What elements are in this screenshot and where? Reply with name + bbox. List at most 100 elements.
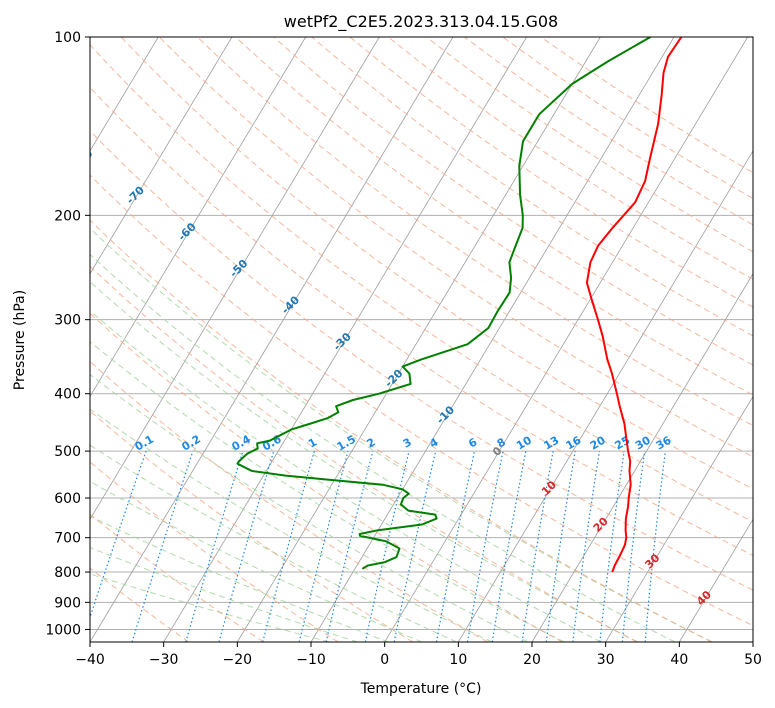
dry-adiabat-line xyxy=(387,37,753,280)
dry-adiabats xyxy=(90,37,753,642)
moist-adiabat-line xyxy=(90,253,676,642)
y-tick-label: 700 xyxy=(54,531,81,547)
isotherm-line xyxy=(90,37,159,152)
y-tick-label: 100 xyxy=(54,30,81,46)
mixing-ratio-label: 0.2 xyxy=(179,433,202,454)
moist-adiabat-line xyxy=(90,480,423,642)
mixing-ratio-line xyxy=(364,450,410,642)
temperature-profile-line xyxy=(585,37,683,573)
moist-adiabat-line xyxy=(90,515,389,642)
dewpoint-profile-line xyxy=(236,37,651,570)
x-tick-label: 10 xyxy=(449,652,467,668)
dry-adiabat-line xyxy=(426,37,753,253)
dry-adiabat-line xyxy=(90,461,339,642)
y-axis-ticks: 1000 900 800 700 600 500 400 300 200 100 xyxy=(45,30,90,638)
dry-adiabat-line xyxy=(197,37,753,427)
dry-adiabat-line xyxy=(90,265,638,642)
mixing-ratio-line xyxy=(262,450,315,642)
dry-adiabat-line xyxy=(158,37,753,458)
moist-adiabat-line xyxy=(90,341,565,642)
mixing-ratio-line xyxy=(325,450,374,642)
isotherm-line xyxy=(163,37,528,642)
mixing-ratio-line xyxy=(393,450,437,642)
mixing-ratio-label: 16 xyxy=(564,433,584,452)
plot-frame xyxy=(89,36,754,643)
mixing-ratio-label: 25 xyxy=(613,434,633,453)
isotherm-label: 10 xyxy=(539,478,559,498)
isotherm-label: -30 xyxy=(331,330,354,353)
x-tick-label: −20 xyxy=(223,652,253,668)
moist-adiabats xyxy=(90,227,713,642)
isotherm-line xyxy=(384,37,749,642)
moist-adiabat-line xyxy=(90,373,529,642)
mixing-ratio-label: 3 xyxy=(401,436,414,451)
isotherm-label: -80 xyxy=(72,147,95,170)
dry-adiabat-line xyxy=(311,37,753,337)
moist-adiabat-line xyxy=(90,310,602,642)
mixing-ratio-label: 0.1 xyxy=(133,433,156,454)
mixing-ratio-label: 2 xyxy=(365,436,378,451)
mixing-ratio-label: 20 xyxy=(588,433,608,452)
isotherm-line xyxy=(90,37,233,275)
mixing-ratio-line xyxy=(572,451,601,642)
x-tick-label: −30 xyxy=(149,652,179,668)
dry-adiabat-line xyxy=(90,360,488,642)
mixing-ratio-lines xyxy=(90,450,666,642)
isotherm-line xyxy=(90,37,307,398)
mixing-ratio-label: 30 xyxy=(633,433,653,452)
x-axis-label: Temperature (°C) xyxy=(360,681,482,697)
y-tick-label: 500 xyxy=(54,444,81,460)
y-tick-label: 200 xyxy=(54,208,81,224)
mixing-ratio-line xyxy=(599,451,625,642)
isotherm-label: 30 xyxy=(642,551,662,571)
dry-adiabat-line xyxy=(90,43,753,523)
isotherm-line xyxy=(752,641,753,642)
mixing-ratio-line xyxy=(298,450,349,642)
isotherm-line xyxy=(678,518,753,642)
isotherm-line xyxy=(90,37,454,642)
isotherm-line xyxy=(605,395,753,642)
isotherm-line xyxy=(531,272,753,642)
y-tick-label: 800 xyxy=(54,565,81,581)
plot-area: 0.10.20.40.611.52346810131620253036-100-… xyxy=(0,37,753,642)
isotherm-label: -40 xyxy=(279,293,302,316)
y-tick-label: 400 xyxy=(54,387,81,403)
mixing-ratio-line xyxy=(131,450,194,642)
isotherm-line xyxy=(310,37,675,642)
y-tick-label: 1000 xyxy=(45,622,81,638)
mixing-ratio-label: 10 xyxy=(514,433,534,452)
y-tick-label: 900 xyxy=(54,595,81,611)
moist-adiabat-line xyxy=(90,547,358,642)
dry-adiabat-line xyxy=(120,37,753,490)
moist-adiabat-line xyxy=(90,408,493,642)
y-tick-label: 600 xyxy=(54,491,81,507)
isotherm-line xyxy=(90,37,380,520)
x-tick-label: 50 xyxy=(744,652,762,668)
isotherm-label: -60 xyxy=(176,220,199,243)
isotherm-label: -10 xyxy=(434,403,457,426)
moist-adiabat-line xyxy=(90,227,713,642)
dry-adiabat-line xyxy=(90,219,712,642)
mixing-ratio-label: 36 xyxy=(654,433,674,452)
dry-adiabat-line xyxy=(349,37,753,308)
y-tick-label: 300 xyxy=(54,313,81,329)
mixing-ratio-line xyxy=(545,451,576,642)
chart-title: wetPf2_C2E5.2023.313.04.15.G08 xyxy=(284,12,558,32)
isotherm-label: -50 xyxy=(227,257,250,280)
mixing-ratio-line xyxy=(185,450,244,642)
mixing-ratio-label: 0.4 xyxy=(229,432,253,453)
isotherm-label: -90 xyxy=(20,110,43,133)
mixing-ratio-line xyxy=(521,450,554,642)
isotherm-line xyxy=(236,37,601,642)
x-tick-label: 0 xyxy=(380,652,389,668)
mixing-ratio-label: 4 xyxy=(427,435,440,450)
isotherm-label: -70 xyxy=(124,183,147,206)
x-tick-label: −40 xyxy=(75,652,105,668)
isotherm-line xyxy=(0,37,11,642)
x-tick-label: 40 xyxy=(670,652,688,668)
moist-adiabat-line xyxy=(90,444,457,642)
isotherm-line xyxy=(457,150,753,642)
x-tick-label: −10 xyxy=(296,652,326,668)
isotherm-label: 20 xyxy=(591,515,611,535)
